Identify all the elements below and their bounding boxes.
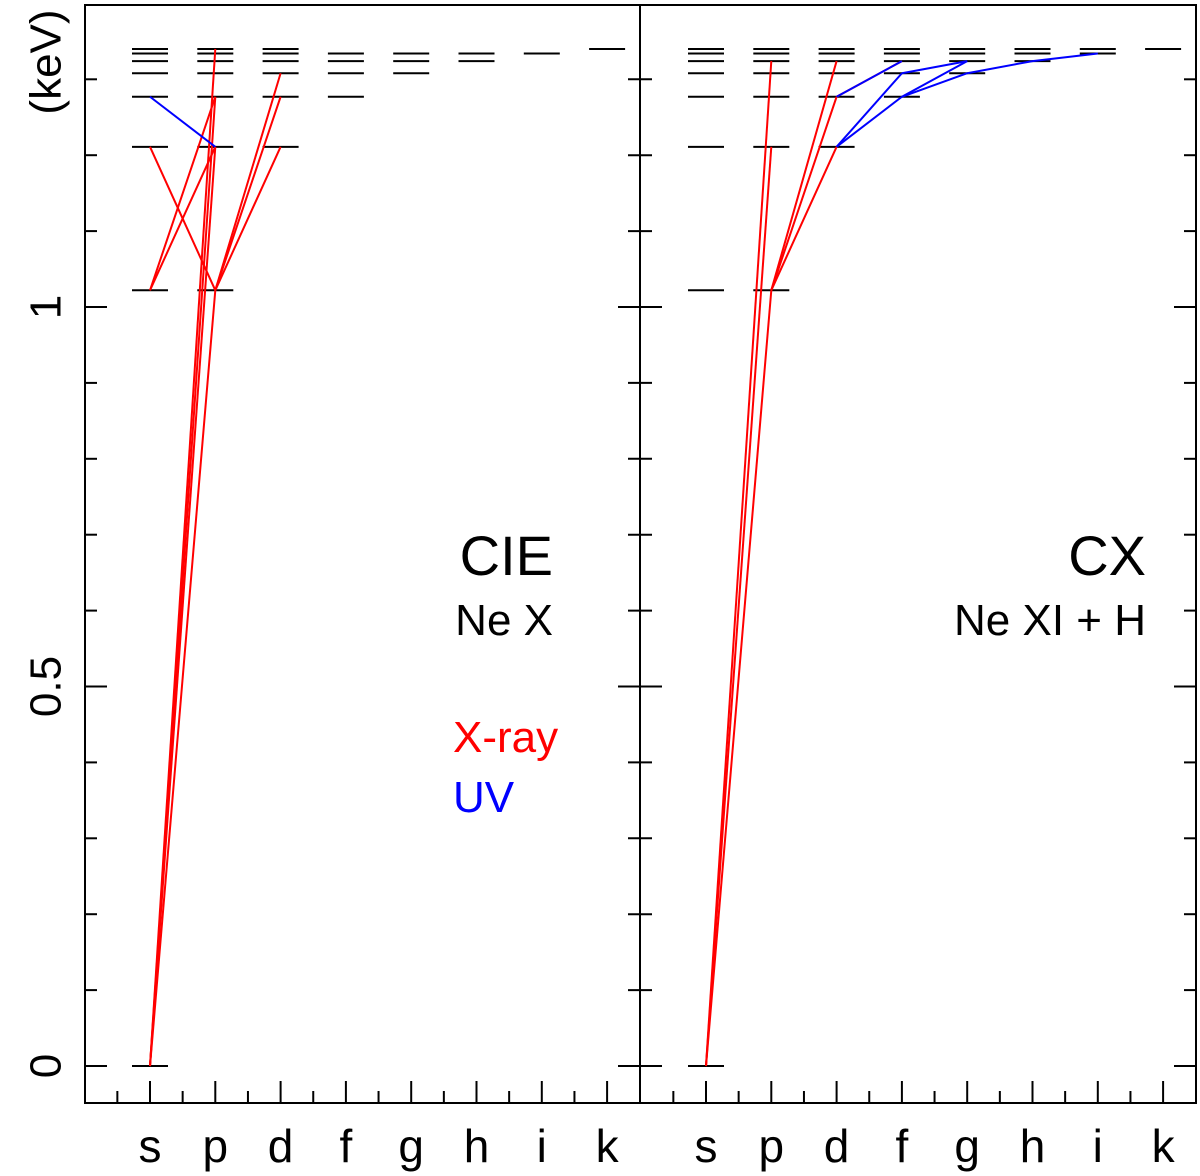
transition-xray bbox=[149, 48, 217, 1067]
transition-xray bbox=[149, 146, 217, 291]
transition-uv bbox=[835, 95, 903, 148]
x-tick-label-g: g bbox=[398, 1120, 424, 1172]
x-tick-label-s: s bbox=[695, 1120, 718, 1172]
y-tick-label: 0 bbox=[22, 1054, 71, 1078]
x-tick-label-p: p bbox=[759, 1120, 785, 1172]
transition-uv bbox=[836, 60, 903, 98]
panel-subtitle: Ne XI + H bbox=[954, 596, 1146, 645]
legend-xray: X-ray bbox=[453, 713, 558, 762]
x-tick-label-i: i bbox=[537, 1120, 547, 1172]
transition-uv bbox=[967, 60, 1033, 75]
transition-xray bbox=[770, 96, 838, 291]
transition-xray bbox=[705, 61, 773, 1067]
transition-xray bbox=[770, 60, 838, 291]
panel-title: CIE bbox=[460, 524, 553, 587]
x-tick-label-h: h bbox=[1020, 1120, 1046, 1172]
transition-uv bbox=[835, 72, 903, 148]
transition-xray bbox=[770, 146, 838, 291]
x-tick-label-s: s bbox=[139, 1120, 162, 1172]
y-tick-label: 1 bbox=[22, 295, 71, 319]
x-tick-label-f: f bbox=[896, 1120, 909, 1172]
x-tick-label-d: d bbox=[824, 1120, 850, 1172]
transition-xray bbox=[214, 146, 282, 291]
legend-uv: UV bbox=[453, 773, 515, 822]
y-tick-label: 0.5 bbox=[22, 656, 71, 717]
x-tick-label-k: k bbox=[596, 1120, 620, 1172]
x-tick-label-h: h bbox=[464, 1120, 490, 1172]
transition-uv bbox=[901, 60, 968, 98]
panel-title: CX bbox=[1068, 524, 1146, 587]
transition-xray bbox=[149, 96, 217, 291]
transition-xray bbox=[214, 96, 282, 291]
x-tick-label-f: f bbox=[340, 1120, 353, 1172]
transition-uv bbox=[149, 95, 216, 148]
x-tick-label-d: d bbox=[268, 1120, 294, 1172]
transition-uv bbox=[901, 72, 968, 98]
transition-xray bbox=[705, 290, 773, 1067]
transition-uv bbox=[901, 60, 968, 75]
x-tick-label-i: i bbox=[1093, 1120, 1103, 1172]
x-tick-label-p: p bbox=[203, 1120, 229, 1172]
x-tick-label-g: g bbox=[954, 1120, 980, 1172]
x-tick-label-k: k bbox=[1152, 1120, 1176, 1172]
panel-subtitle: Ne X bbox=[455, 596, 553, 645]
transition-xray bbox=[149, 290, 217, 1067]
y-axis-label: (keV) bbox=[22, 9, 71, 114]
transition-xray bbox=[214, 72, 282, 291]
transition-uv bbox=[1032, 52, 1098, 63]
